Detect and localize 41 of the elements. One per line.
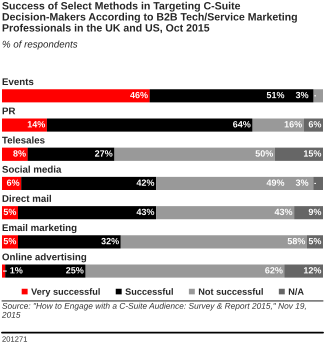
data-label: 43%	[274, 208, 292, 216]
data-label: 15%	[304, 150, 322, 157]
data-label: 6%	[6, 179, 20, 186]
data-label: 1%	[10, 267, 23, 274]
chart-title: Success of Select Methods in Targeting C-Suite Decision-Makers According to B2B Tech/Service Marketing Professionals in the UK and US, Oct 2015	[2, 2, 297, 34]
data-label: 8%	[13, 150, 26, 157]
y-tick-label: Direct mail	[2, 194, 51, 202]
chart-subtitle: % of respondents	[2, 40, 78, 50]
data-label: 58%	[288, 238, 306, 244]
y-tick-label: Email marketing	[2, 224, 76, 234]
data-label: 3%	[296, 179, 308, 186]
data-label: 5%	[4, 208, 16, 216]
data-label: 46%	[130, 92, 148, 98]
y-tick-label: PR	[2, 108, 16, 114]
data-label: 5%	[4, 238, 16, 244]
data-label: 27%	[94, 150, 112, 157]
legend-label: N/A	[288, 288, 304, 295]
data-label: 64%	[233, 121, 251, 128]
data-label: 14%	[28, 121, 46, 128]
data-label: 6%	[308, 121, 322, 128]
legend-label: Not successful	[198, 288, 263, 295]
data-label: 25%	[66, 267, 84, 274]
data-label: 49%	[266, 179, 284, 186]
y-tick-label: Events	[2, 78, 34, 86]
data-label: 50%	[255, 150, 274, 157]
legend-label: Very successful	[31, 288, 100, 297]
data-label: 5%	[308, 238, 322, 244]
legend-label: Successful	[125, 288, 173, 295]
data-label: 3%	[296, 92, 308, 98]
data-label: 42%	[136, 179, 154, 186]
y-tick-label: Online advertising	[2, 253, 86, 262]
y-tick-label: Social media	[2, 166, 62, 173]
source-note: Source: "How to Engage with a C-Suite Audience: Survey & Report 2015," Nov 19, 2015	[2, 302, 306, 318]
data-label: 62%	[265, 267, 283, 274]
y-tick-label: Telesales	[2, 136, 45, 144]
data-label: 32%	[101, 238, 119, 244]
data-label: 9%	[308, 208, 322, 216]
data-label: 43%	[136, 208, 154, 216]
data-label: 51%	[266, 92, 284, 98]
data-label: 12%	[304, 267, 322, 274]
data-label: 16%	[284, 121, 302, 128]
